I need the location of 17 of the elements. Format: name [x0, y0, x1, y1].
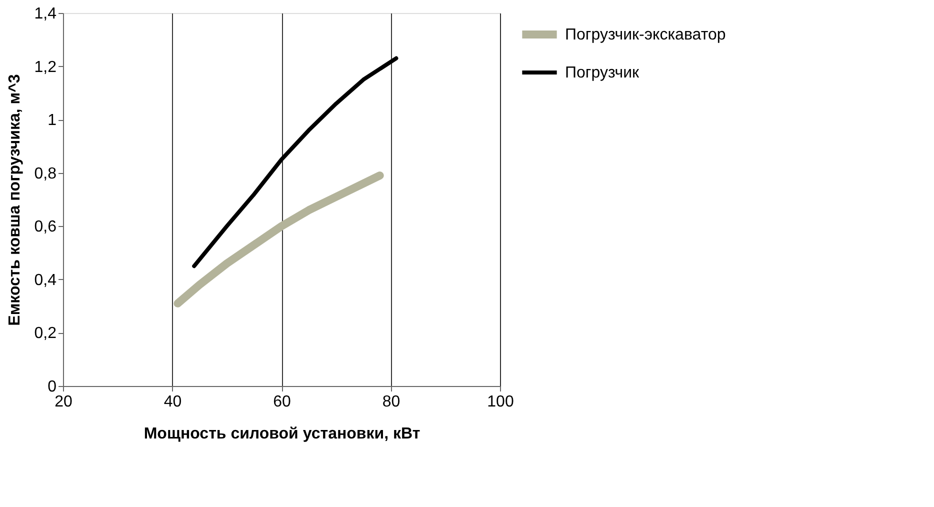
legend-label: Погрузчик-экскаватор: [565, 26, 726, 44]
x-tick-label: 20: [54, 394, 72, 410]
y-tick-label: 1,4: [34, 6, 57, 22]
x-tick-label: 80: [382, 394, 400, 410]
y-axis-title: Емкость ковша погрузчика, м^3: [6, 74, 24, 326]
y-tick-label: 0,2: [34, 325, 57, 342]
x-tick-label: 60: [273, 394, 291, 410]
y-tick-label: 0,8: [34, 165, 57, 182]
x-tick-label: 100: [487, 394, 514, 410]
y-tick-label: 1,2: [34, 58, 57, 76]
x-tick-label: 40: [164, 394, 182, 410]
legend-label: Погрузчик: [565, 64, 640, 82]
y-tick-label: 0,4: [34, 272, 57, 289]
y-tick-label: 0: [48, 378, 57, 396]
x-axis-title: Мощность силовой установки, кВт: [144, 426, 420, 442]
y-tick-label: 0,6: [34, 218, 57, 236]
y-tick-label: 1: [48, 112, 57, 130]
